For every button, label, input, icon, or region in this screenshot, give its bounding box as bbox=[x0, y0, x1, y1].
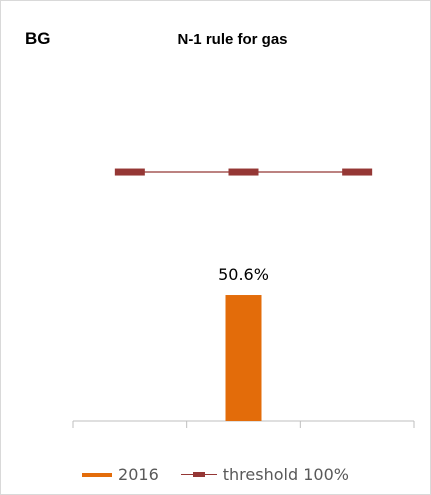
bar-2016 bbox=[225, 295, 262, 421]
country-label: BG bbox=[25, 29, 51, 48]
legend-item-threshold: threshold 100% bbox=[180, 465, 349, 484]
threshold-marker bbox=[342, 168, 373, 176]
data-label: 50.6% bbox=[218, 265, 269, 284]
threshold-marker bbox=[228, 168, 259, 176]
chart-title: N-1 rule for gas bbox=[177, 31, 288, 48]
legend-bar-swatch bbox=[82, 472, 113, 477]
threshold-marker bbox=[114, 168, 145, 176]
legend-threshold-label: threshold 100% bbox=[222, 465, 349, 484]
legend-item-bar: 2016 bbox=[82, 465, 159, 484]
legend-bar-label: 2016 bbox=[118, 465, 159, 484]
legend-threshold-swatch bbox=[180, 471, 217, 479]
chart-legend: 2016 threshold 100% bbox=[0, 465, 431, 484]
